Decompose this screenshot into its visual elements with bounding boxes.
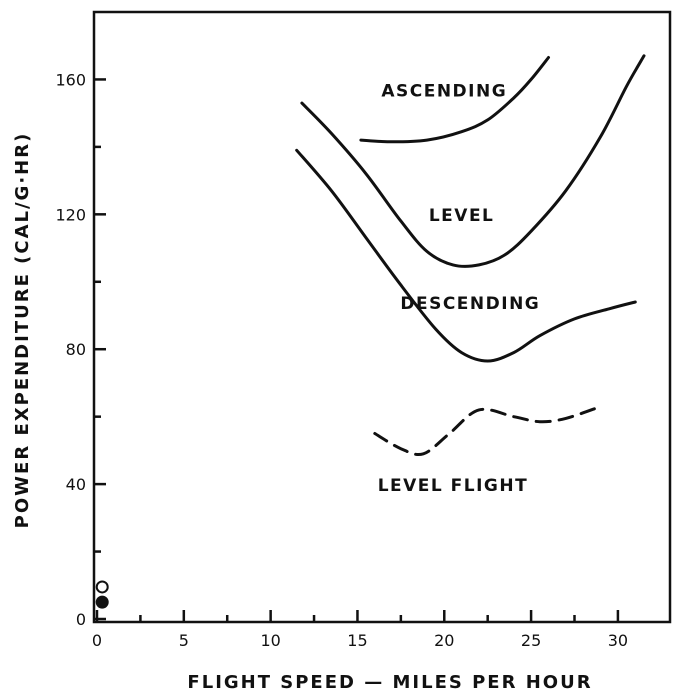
x-tick-label: 15: [347, 631, 367, 650]
y-tick-label: 40: [66, 475, 86, 494]
curve-labels: ASCENDING LEVEL DESCENDING LEVEL FLIGHT: [378, 81, 540, 496]
x-tick-label: 30: [608, 631, 628, 650]
curves: [295, 54, 646, 457]
x-axis-title: FLIGHT SPEED — MILES PER HOUR: [187, 672, 592, 693]
x-tick-label: 25: [521, 631, 541, 650]
open-marker: [95, 580, 109, 594]
x-tick-label: 10: [260, 631, 280, 650]
x-tick-label: 20: [434, 631, 454, 650]
y-tick-label: 160: [55, 70, 86, 89]
data-markers: [95, 580, 109, 609]
curve-label-descending: DESCENDING: [400, 294, 540, 314]
curve-label-level: LEVEL: [429, 206, 495, 226]
y-tick-label: 0: [76, 610, 86, 629]
tick-labels: 0 5 10 15 20 25 30 0 40 80 120 160: [55, 70, 628, 650]
x-tick-label: 5: [179, 631, 189, 650]
y-tick-label: 120: [55, 205, 86, 224]
curve-label-level-flight: LEVEL FLIGHT: [378, 476, 529, 496]
x-tick-label: 0: [92, 631, 102, 650]
curve-level-flight: [373, 405, 602, 457]
axis-ticks: [94, 78, 620, 622]
curve-label-ascending: ASCENDING: [381, 81, 507, 101]
filled-marker: [95, 595, 109, 609]
y-tick-label: 80: [66, 340, 86, 359]
y-axis-title: POWER EXPENDITURE (CAL/G·HR): [12, 132, 33, 529]
curve-level: [300, 54, 646, 268]
curve-descending: [295, 148, 637, 363]
plot-frame: [92, 10, 672, 624]
curve-ascending: [359, 56, 550, 144]
